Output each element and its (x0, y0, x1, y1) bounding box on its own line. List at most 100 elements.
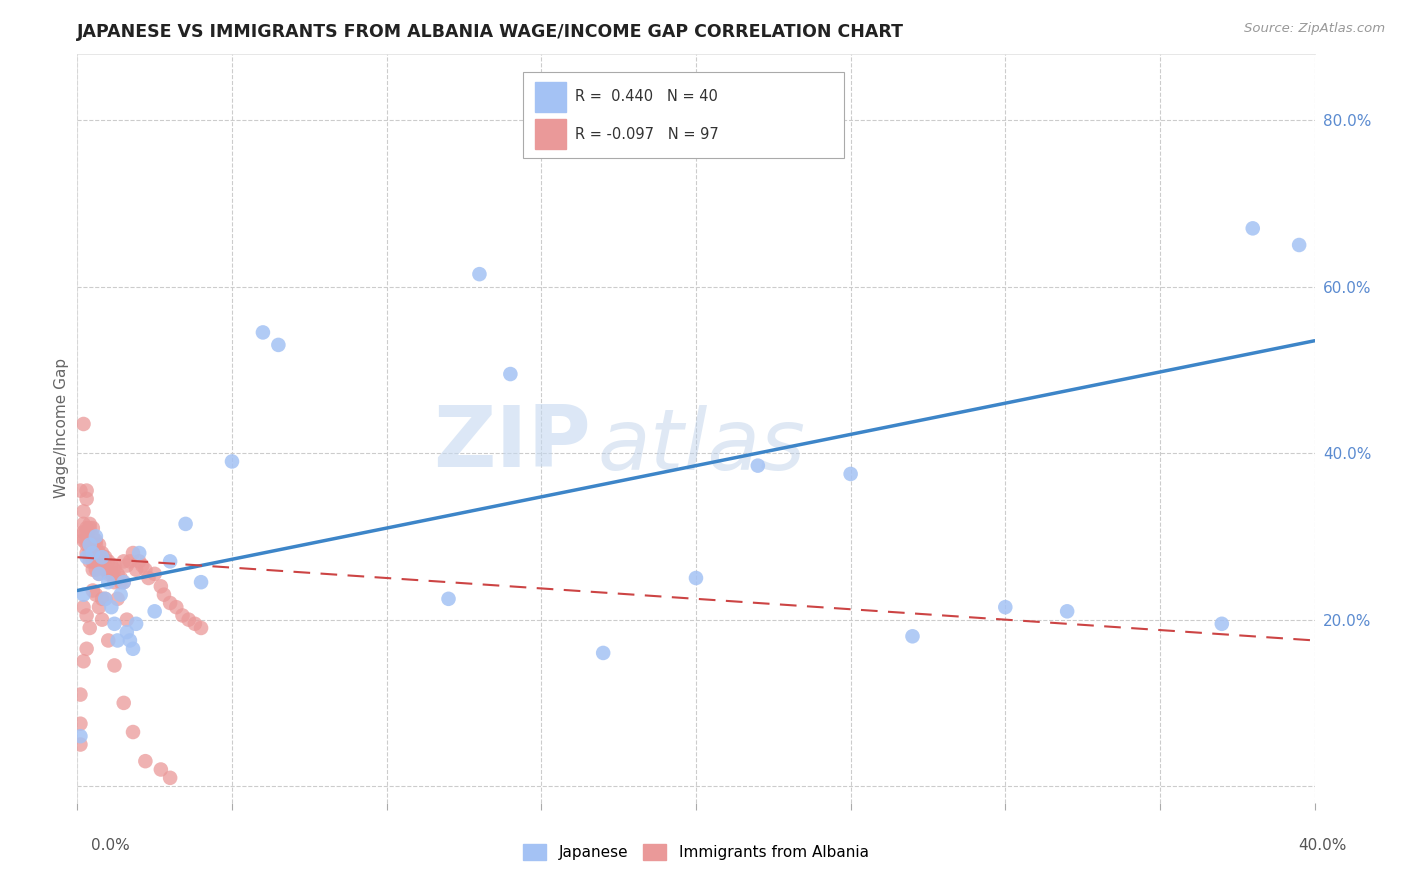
Point (84, 563, 107, 577)
Point (91, 613, 114, 627)
Point (79, 621, 101, 635)
Point (87, 538, 110, 552)
Point (128, 546, 150, 560)
Point (69, 688, 91, 702)
Point (79, 538, 101, 552)
Point (94, 563, 117, 577)
Point (82, 529, 104, 543)
Point (91, 550, 114, 565)
FancyBboxPatch shape (523, 72, 845, 159)
Text: R =  0.440   N = 40: R = 0.440 N = 40 (575, 89, 717, 104)
Point (110, 588, 132, 602)
Point (110, 575, 132, 590)
Point (901, 629, 924, 643)
Point (100, 600, 122, 615)
Point (221, 454, 243, 468)
Point (138, 571, 160, 585)
Text: 0.0%: 0.0% (91, 838, 131, 854)
Point (87, 600, 110, 615)
Point (1288, 238, 1310, 252)
Text: R = -0.097   N = 97: R = -0.097 N = 97 (575, 127, 718, 142)
Point (84, 546, 107, 560)
Point (69, 483, 91, 498)
Point (100, 558, 122, 573)
Point (69, 729, 91, 743)
Point (97, 566, 120, 581)
Point (76, 550, 98, 565)
Point (128, 554, 150, 568)
Point (190, 575, 212, 590)
Point (76, 538, 98, 552)
Legend: Japanese, Immigrants from Albania: Japanese, Immigrants from Albania (517, 838, 875, 866)
Point (79, 521, 101, 535)
Point (72, 516, 94, 531)
Point (79, 546, 101, 560)
Point (110, 571, 132, 585)
Point (177, 613, 200, 627)
Point (437, 591, 460, 606)
Point (112, 575, 135, 590)
Point (747, 458, 769, 473)
Point (103, 658, 125, 673)
Point (76, 533, 98, 548)
Point (72, 525, 94, 540)
Point (91, 591, 114, 606)
Point (69, 529, 91, 543)
Point (134, 563, 156, 577)
Point (87, 550, 110, 565)
Point (125, 563, 148, 577)
Point (1211, 616, 1233, 631)
Point (94, 591, 117, 606)
Point (82, 521, 104, 535)
Point (122, 641, 145, 656)
Point (103, 575, 125, 590)
Point (76, 483, 98, 498)
Point (72, 417, 94, 431)
Point (76, 546, 98, 560)
Point (112, 696, 135, 710)
Point (94, 558, 117, 573)
Point (159, 771, 181, 785)
Point (100, 566, 122, 581)
Point (84, 538, 107, 552)
Point (125, 616, 148, 631)
Point (72, 600, 94, 615)
Point (91, 554, 114, 568)
Point (84, 533, 107, 548)
Point (84, 554, 107, 568)
Text: atlas: atlas (598, 405, 806, 489)
Point (87, 566, 110, 581)
Point (76, 525, 98, 540)
Point (82, 546, 104, 560)
Point (107, 566, 129, 581)
Point (159, 554, 181, 568)
Point (69, 738, 91, 752)
Point (134, 754, 156, 768)
Point (122, 546, 145, 560)
Point (72, 588, 94, 602)
Point (143, 566, 166, 581)
Text: ZIP: ZIP (433, 401, 591, 484)
Point (97, 554, 120, 568)
Point (79, 554, 101, 568)
Bar (536, 120, 567, 150)
Point (172, 608, 194, 623)
Point (79, 516, 101, 531)
Point (149, 579, 172, 593)
Point (79, 538, 101, 552)
Point (72, 504, 94, 518)
Bar (536, 82, 567, 112)
Text: Source: ZipAtlas.com: Source: ZipAtlas.com (1244, 22, 1385, 36)
Point (107, 591, 129, 606)
Point (468, 267, 491, 281)
Point (76, 491, 98, 506)
Point (143, 604, 166, 618)
Point (267, 338, 290, 352)
Point (84, 588, 107, 602)
Point (72, 533, 94, 548)
Point (165, 600, 187, 615)
Point (115, 625, 138, 640)
Point (97, 563, 120, 577)
Point (1056, 604, 1078, 618)
Point (112, 554, 135, 568)
